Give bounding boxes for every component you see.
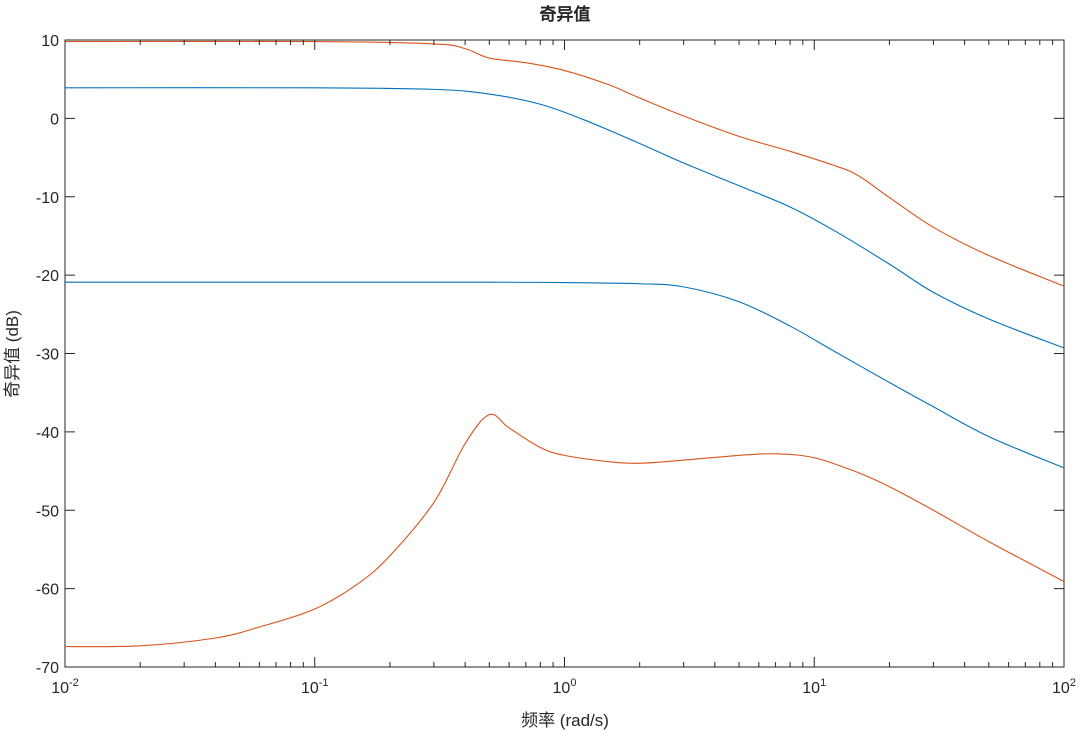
y-tick-label: 0 [50,111,59,128]
plot-area [64,39,1065,668]
series-line-4 [64,413,1065,648]
y-tick-label: -40 [36,425,59,442]
y-tick-label: -50 [36,503,59,520]
x-axis-label: 频率 (rad/s) [521,711,609,730]
y-tick-label: -70 [36,660,59,677]
y-tick-label: 10 [41,33,59,50]
series-line-1 [64,87,1065,349]
x-tick-label: 102 [1052,677,1076,697]
x-tick-label: 101 [802,677,826,697]
plot-frame [64,39,1065,668]
x-tick-label: 10-1 [301,677,329,697]
y-axis-label: 奇异值 (dB) [3,310,22,398]
y-tick-label: -10 [36,190,59,207]
y-tick-label: -20 [36,268,59,285]
series-line-2 [65,281,1065,469]
y-tick-label: -60 [36,582,59,599]
x-tick-label: 100 [553,677,577,697]
x-tick-label: 10-2 [51,677,79,697]
chart-title: 奇异值 [540,4,591,24]
y-tick-label: -30 [36,347,59,364]
